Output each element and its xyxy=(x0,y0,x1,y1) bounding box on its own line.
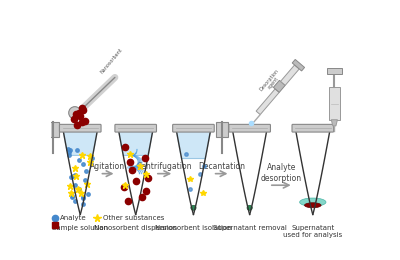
Polygon shape xyxy=(176,131,210,158)
Polygon shape xyxy=(119,131,153,155)
Polygon shape xyxy=(327,68,342,74)
Text: Supernatant
used for analysis: Supernatant used for analysis xyxy=(283,225,342,238)
Ellipse shape xyxy=(191,205,196,210)
Polygon shape xyxy=(280,65,299,85)
Text: Nanosorbent isolation: Nanosorbent isolation xyxy=(155,225,232,231)
Polygon shape xyxy=(292,60,304,71)
Text: Centrifugation: Centrifugation xyxy=(137,162,192,171)
Text: Analyte: Analyte xyxy=(60,214,87,220)
Ellipse shape xyxy=(247,205,252,210)
Polygon shape xyxy=(329,87,340,120)
FancyBboxPatch shape xyxy=(60,124,101,132)
Polygon shape xyxy=(273,80,285,92)
Text: Other substances: Other substances xyxy=(102,214,164,220)
Ellipse shape xyxy=(300,198,326,206)
Ellipse shape xyxy=(304,203,321,208)
FancyBboxPatch shape xyxy=(229,124,270,132)
Text: Sample solution: Sample solution xyxy=(52,225,108,231)
Text: Supernatant removal: Supernatant removal xyxy=(213,225,286,231)
Text: Agitation: Agitation xyxy=(90,162,126,171)
FancyBboxPatch shape xyxy=(292,124,334,132)
Text: Nanosorbent: Nanosorbent xyxy=(99,47,123,75)
Text: Analyte
desorption: Analyte desorption xyxy=(261,164,302,183)
Text: Desorption
agent: Desorption agent xyxy=(258,68,284,95)
Text: Decantation: Decantation xyxy=(198,162,245,171)
FancyBboxPatch shape xyxy=(173,124,214,132)
Polygon shape xyxy=(331,120,338,126)
FancyBboxPatch shape xyxy=(46,122,59,138)
FancyBboxPatch shape xyxy=(216,122,228,138)
Text: Nanosorbent dispersion: Nanosorbent dispersion xyxy=(94,225,177,231)
Circle shape xyxy=(69,107,81,119)
Polygon shape xyxy=(256,89,279,115)
FancyBboxPatch shape xyxy=(115,124,156,132)
Polygon shape xyxy=(63,131,97,155)
